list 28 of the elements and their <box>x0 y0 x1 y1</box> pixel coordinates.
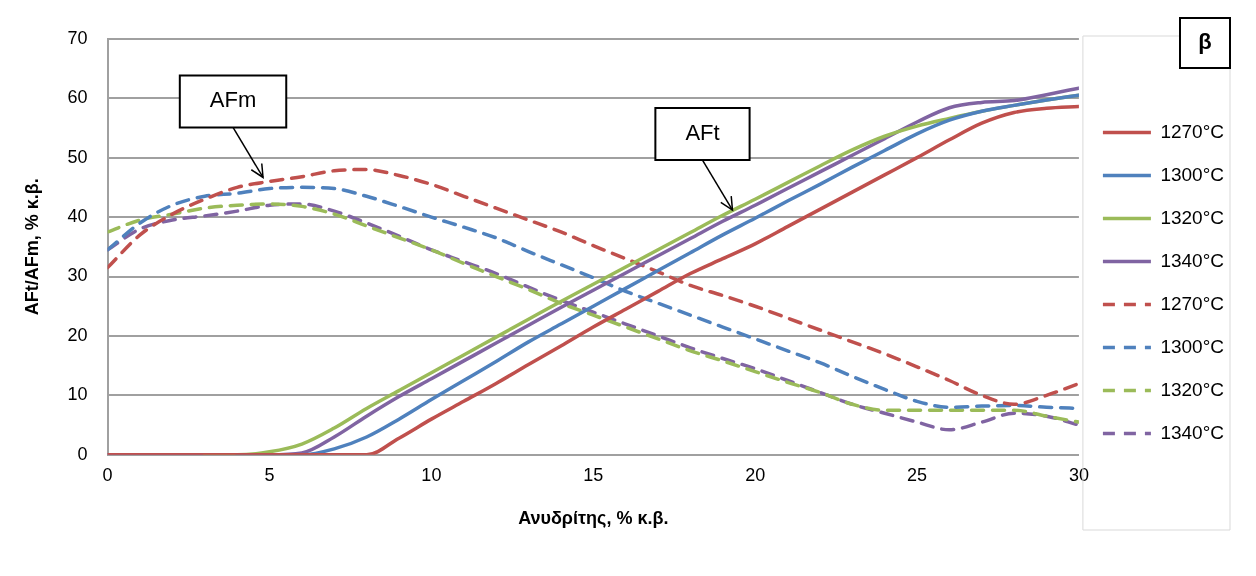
annotation: AFt <box>685 120 720 146</box>
x-tick-label: 5 <box>264 464 275 485</box>
x-axis-title: Ανυδρίτης, % κ.β. <box>518 508 669 529</box>
x-tick-label: 0 <box>102 464 113 485</box>
legend-label: 1300°C <box>1160 163 1225 185</box>
text: β <box>1198 29 1212 55</box>
x-tick-label: 25 <box>907 464 928 485</box>
legend-label: 1320°C <box>1160 206 1225 228</box>
x-tick-label: 30 <box>1068 464 1089 485</box>
y-tick-label: 70 <box>67 27 88 48</box>
y-tick-label: 50 <box>67 146 88 167</box>
legend-label: 1320°C <box>1160 378 1225 400</box>
annotation: AFm <box>209 87 257 113</box>
y-tick-label: 10 <box>67 384 88 405</box>
legend-label: 1300°C <box>1160 335 1225 357</box>
y-tick-label: 60 <box>67 87 88 108</box>
y-tick-label: 20 <box>67 324 88 345</box>
x-tick-label: 15 <box>583 464 604 485</box>
legend-label: 1340°C <box>1160 249 1225 271</box>
legend-label: 1270°C <box>1160 292 1225 314</box>
legend-label: 1340°C <box>1160 421 1225 443</box>
y-axis-title: AFt/AFm, % κ.β. <box>21 178 42 316</box>
x-tick-label: 10 <box>421 464 442 485</box>
x-tick-label: 20 <box>745 464 766 485</box>
y-tick-label: 40 <box>67 206 88 227</box>
legend-label: 1270°C <box>1160 120 1225 142</box>
y-tick-label: 0 <box>77 443 88 464</box>
y-tick-label: 30 <box>67 265 88 286</box>
